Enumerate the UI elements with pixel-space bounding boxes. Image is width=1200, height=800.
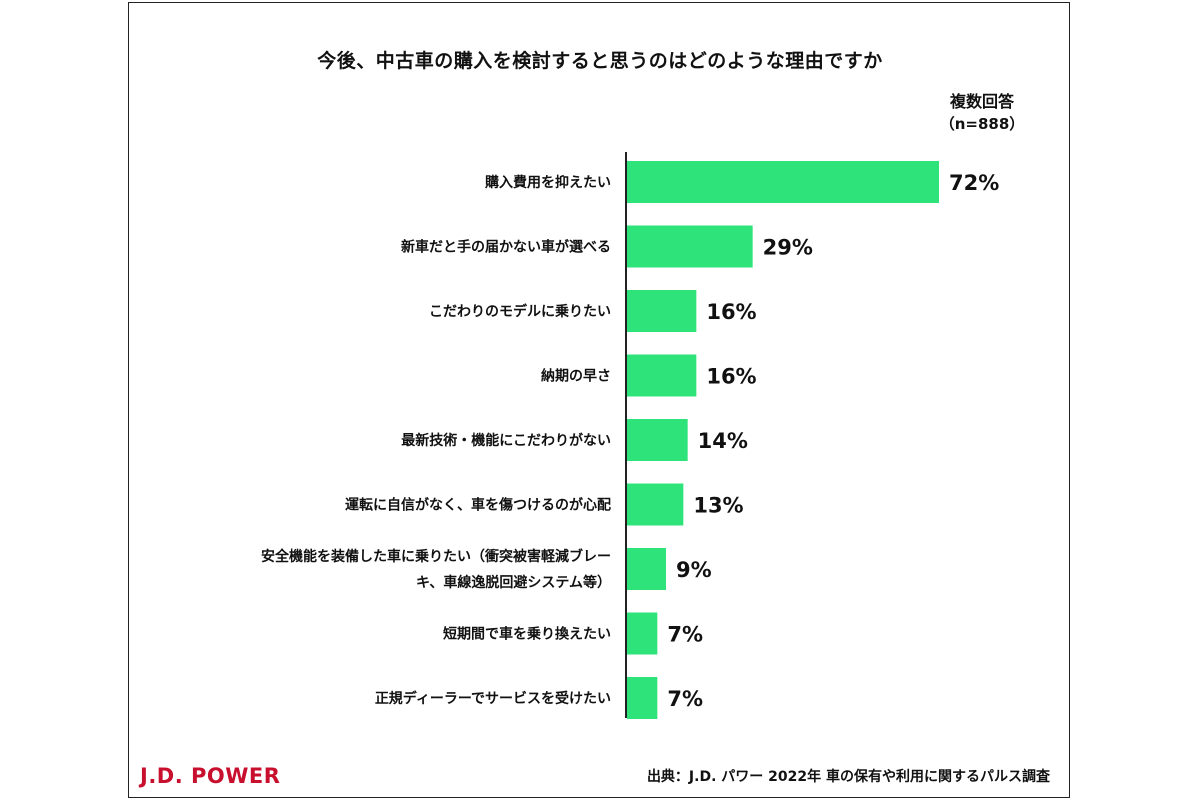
category-label: 購入費用を抑えたい: [484, 174, 611, 191]
category-label: 最新技術・機能にこだわりがない: [401, 432, 611, 449]
response-type-note: 複数回答: [949, 92, 1014, 111]
bar: [627, 548, 666, 590]
category-label: 運転に自信がなく、車を傷つけるのが心配: [345, 497, 611, 514]
category-label: 正規ディーラーでサービスを受けたい: [375, 690, 611, 707]
chart-title: 今後、中古車の購入を検討すると思うのはどのような理由ですか: [317, 50, 883, 72]
category-label: 安全機能を装備した車に乗りたい（衝突被害軽減ブレー: [261, 548, 611, 565]
value-label: 29%: [763, 236, 813, 260]
category-label: 新車だと手の届かない車が選べる: [401, 239, 611, 256]
value-label: 16%: [706, 300, 756, 324]
bar: [627, 677, 658, 719]
value-label: 7%: [667, 623, 703, 647]
source-note: 出典：J.D. パワー 2022年 車の保有や利用に関するパルス調査: [646, 769, 1050, 785]
value-label: 13%: [693, 494, 743, 518]
bar: [627, 354, 697, 397]
value-label: 9%: [676, 558, 712, 582]
value-label: 72%: [949, 171, 999, 195]
category-label: 納期の早さ: [541, 368, 611, 385]
brand-logo: J.D. POWER: [140, 764, 281, 788]
category-label: こだわりのモデルに乗りたい: [429, 303, 611, 320]
bar: [627, 612, 658, 655]
bar: [627, 161, 939, 203]
category-label: 短期間で車を乗り換えたい: [443, 626, 611, 643]
chart-frame: [128, 2, 1070, 798]
bar: [627, 290, 697, 332]
category-label: キ、車線逸脱回避システム等）: [416, 574, 611, 591]
value-label: 16%: [706, 365, 756, 389]
value-label: 7%: [667, 687, 703, 711]
value-label: 14%: [698, 429, 748, 453]
sample-size-note: （n=888）: [939, 115, 1025, 133]
bar: [627, 483, 684, 526]
bar: [627, 419, 688, 461]
bar: [627, 225, 753, 268]
